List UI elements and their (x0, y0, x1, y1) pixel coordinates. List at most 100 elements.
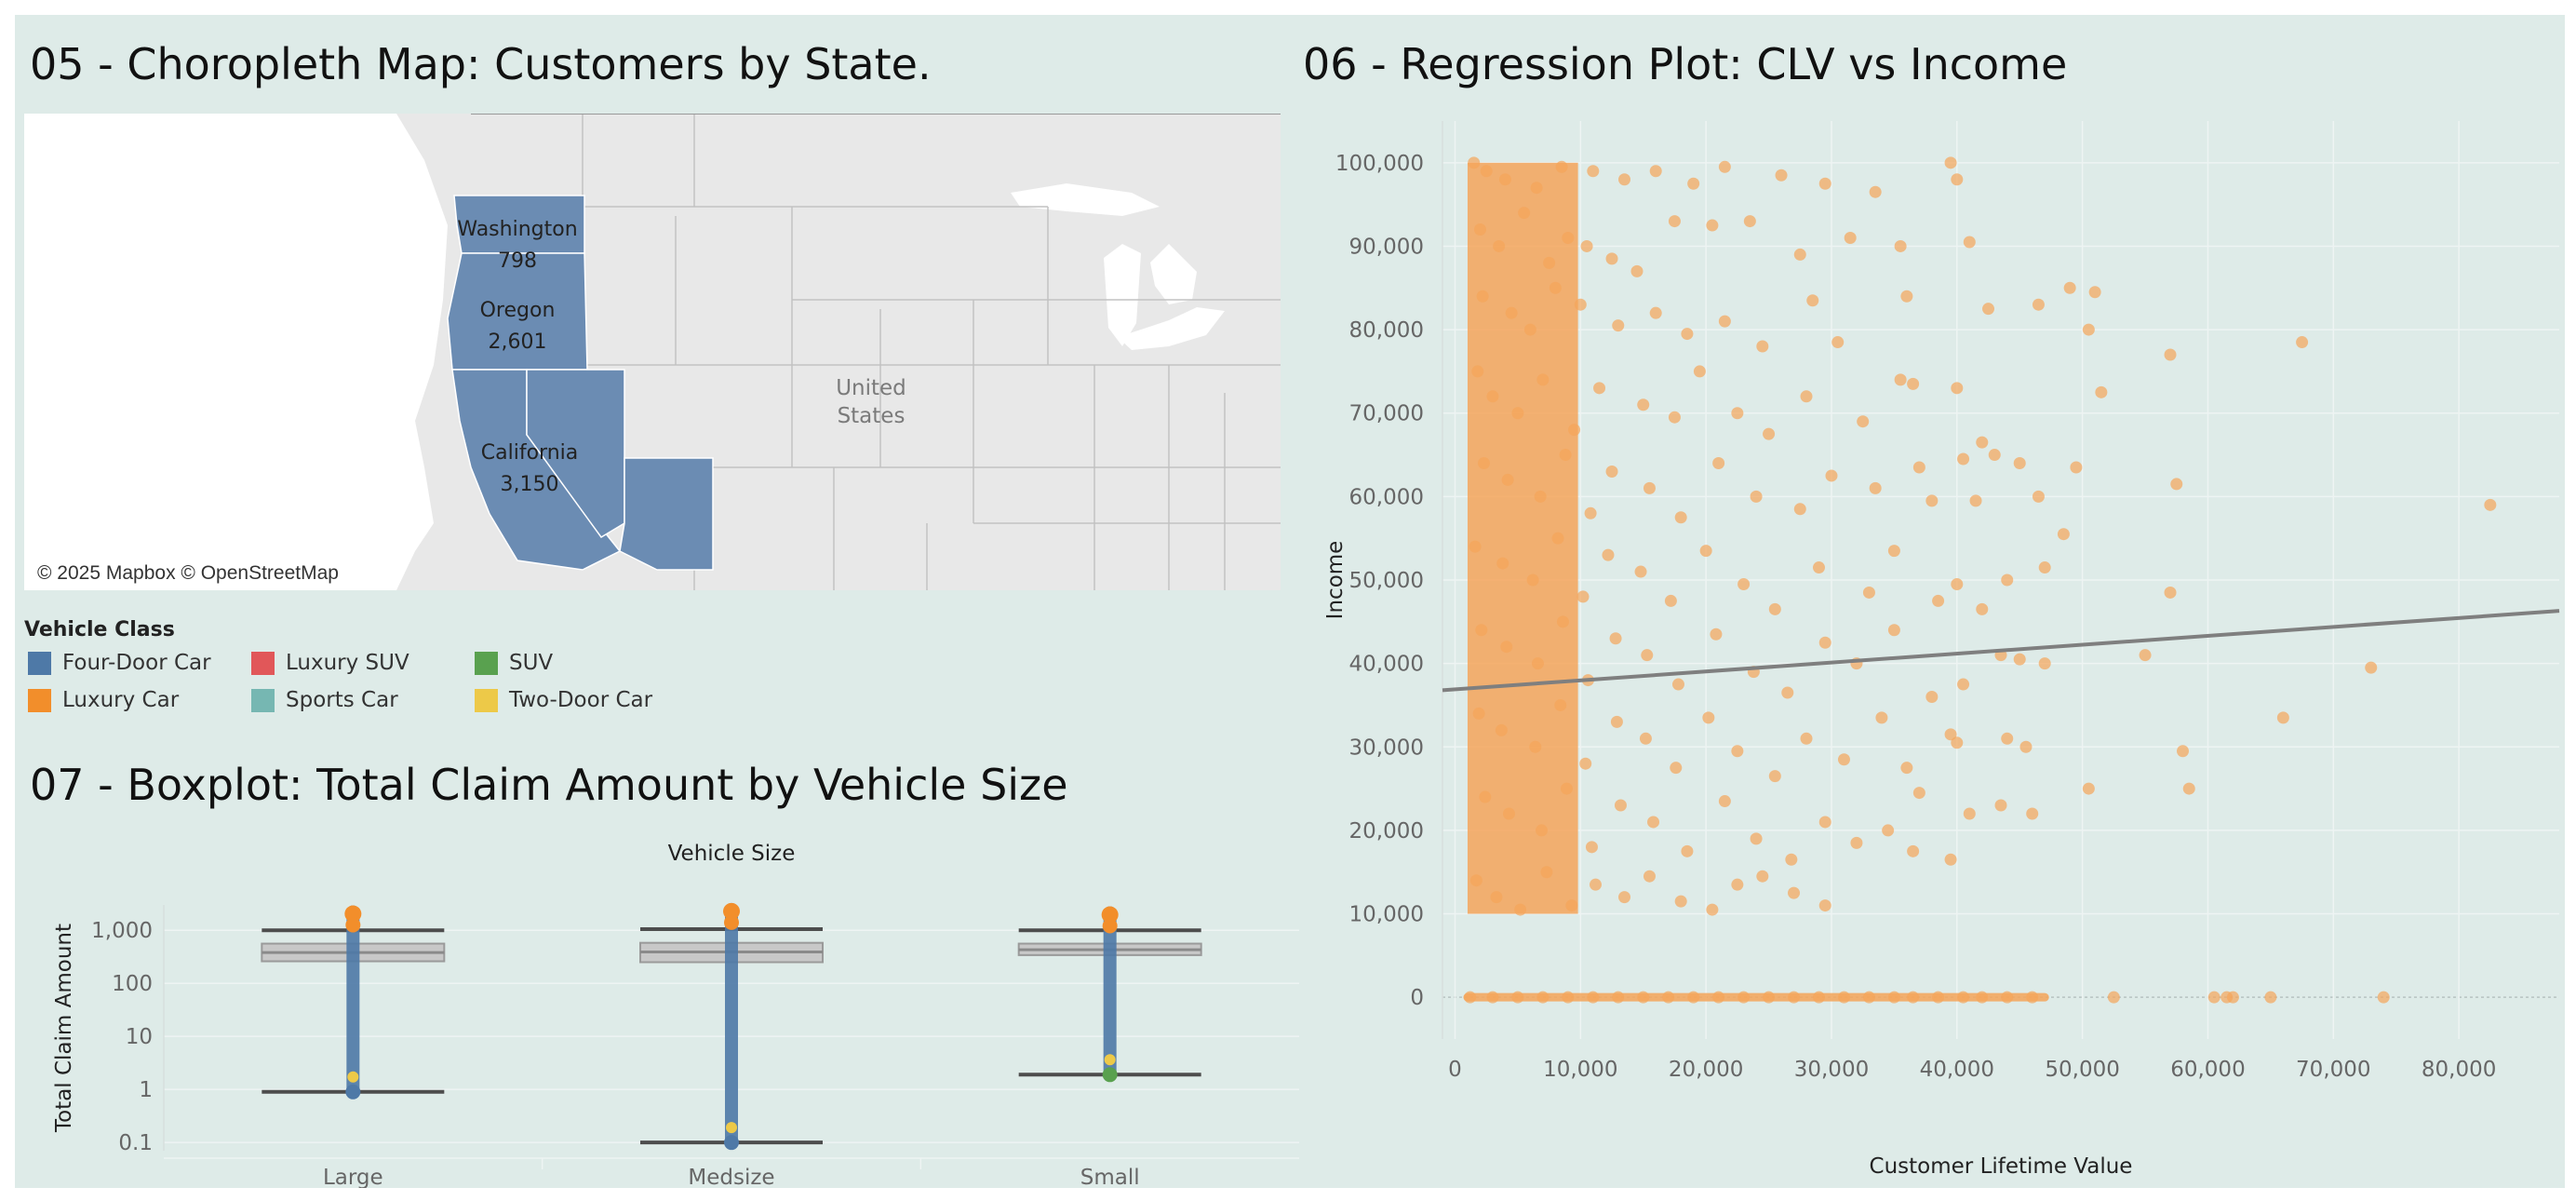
scatter-point[interactable] (2276, 711, 2289, 724)
scatter-point[interactable] (1580, 239, 1593, 252)
scatter-point[interactable] (2164, 586, 2177, 599)
scatter-point[interactable] (1994, 799, 2007, 812)
scatter-point[interactable] (1641, 649, 1654, 662)
scatter-point[interactable] (2484, 498, 2497, 511)
scatter-point[interactable] (1671, 678, 1684, 691)
scatter-point[interactable] (1536, 824, 1549, 837)
scatter-point[interactable] (1800, 732, 1813, 745)
scatter-point[interactable] (1523, 323, 1536, 336)
scatter-point[interactable] (2001, 574, 2014, 587)
scatter-point[interactable] (1869, 481, 1882, 494)
scatter-point[interactable] (1907, 377, 1920, 390)
scatter-point[interactable] (1534, 490, 1547, 503)
state-nevada[interactable] (526, 369, 625, 538)
scatter-point[interactable] (1900, 290, 1913, 303)
scatter-point[interactable] (1668, 411, 1681, 424)
scatter-point[interactable] (1763, 427, 1776, 440)
scatter-point[interactable] (1785, 853, 1798, 866)
scatter-point[interactable] (1500, 641, 1513, 654)
scatter-point[interactable] (2139, 649, 2152, 662)
scatter-point[interactable] (1788, 886, 1801, 899)
scatter-point[interactable] (1498, 173, 1511, 186)
scatter-point[interactable] (2026, 807, 2039, 820)
scatter-point[interactable] (1531, 657, 1544, 670)
scatter-point[interactable] (1526, 574, 1539, 587)
scatter-point[interactable] (1737, 991, 1751, 1004)
scatter-point[interactable] (1634, 565, 1647, 578)
scatter-point[interactable] (1479, 790, 1492, 803)
scatter-point[interactable] (2038, 657, 2051, 670)
box-point[interactable] (1104, 1054, 1116, 1066)
scatter-point[interactable] (2207, 991, 2220, 1004)
scatter-point[interactable] (2177, 745, 2190, 758)
scatter-point[interactable] (2107, 991, 2120, 1004)
scatter-point[interactable] (1976, 436, 1989, 449)
scatter-point[interactable] (1731, 878, 1744, 891)
scatter-point[interactable] (1536, 373, 1550, 386)
scatter-point[interactable] (1637, 398, 1650, 412)
scatter-point[interactable] (1560, 782, 1573, 795)
scatter-point[interactable] (1630, 264, 1644, 277)
scatter-point[interactable] (1756, 870, 1769, 883)
scatter-point[interactable] (2019, 740, 2033, 753)
scatter-point[interactable] (1706, 219, 1719, 232)
scatter-point[interactable] (1932, 594, 1945, 607)
scatter-point[interactable] (1706, 903, 1719, 916)
scatter-point[interactable] (1589, 878, 1602, 891)
scatter-point[interactable] (1514, 903, 1527, 916)
scatter-point[interactable] (1618, 891, 1631, 904)
scatter-point[interactable] (2001, 732, 2014, 745)
scatter-point[interactable] (2038, 561, 2051, 574)
scatter-point[interactable] (1579, 757, 1592, 770)
box-point[interactable] (1102, 918, 1118, 934)
scatter-point[interactable] (2070, 461, 2083, 474)
scatter-point[interactable] (1496, 557, 1509, 570)
scatter-point[interactable] (1662, 991, 1675, 1004)
scatter-point[interactable] (1699, 545, 1712, 558)
trend-line[interactable] (1442, 609, 2560, 693)
scatter-point[interactable] (1540, 866, 1553, 879)
scatter-point[interactable] (1818, 636, 1831, 649)
scatter-point[interactable] (1468, 156, 1481, 169)
scatter-point[interactable] (1850, 836, 1863, 849)
scatter-point[interactable] (1464, 991, 1477, 1004)
legend-item-luxury-car[interactable]: Luxury Car (28, 686, 179, 714)
legend-item-four-door-car[interactable]: Four-Door Car (28, 649, 211, 677)
scatter-point[interactable] (2377, 991, 2390, 1004)
scatter-point[interactable] (1649, 165, 1662, 178)
scatter-point[interactable] (1743, 215, 1756, 228)
scatter-point[interactable] (1731, 745, 1744, 758)
scatter-point[interactable] (1793, 503, 1806, 516)
scatter-point[interactable] (1505, 306, 1518, 319)
scatter-point[interactable] (1501, 473, 1514, 486)
scatter-point[interactable] (1551, 532, 1564, 545)
scatter-point[interactable] (2063, 281, 2076, 294)
scatter-point[interactable] (1862, 586, 1875, 599)
scatter-point[interactable] (1475, 624, 1488, 637)
scatter-point[interactable] (1900, 762, 1913, 775)
scatter-point[interactable] (1639, 732, 1652, 745)
scatter-point[interactable] (1831, 336, 1845, 349)
scatter-point[interactable] (1763, 991, 1776, 1004)
scatter-point[interactable] (1894, 239, 1907, 252)
scatter-point[interactable] (1674, 895, 1687, 908)
scatter-point[interactable] (1844, 231, 1857, 244)
scatter-point[interactable] (1731, 407, 1744, 420)
scatter-point[interactable] (1957, 452, 1970, 466)
scatter-point[interactable] (1605, 252, 1618, 265)
scatter-point[interactable] (1681, 328, 1694, 341)
scatter-point[interactable] (1565, 899, 1578, 912)
choropleth-map[interactable]: Washington 798 Oregon 2,601 California 3… (24, 114, 1281, 590)
scatter-point[interactable] (1486, 991, 1499, 1004)
scatter-point[interactable] (1812, 991, 1825, 1004)
scatter-point[interactable] (1495, 723, 1508, 736)
scatter-point[interactable] (1951, 382, 1964, 395)
scatter-point[interactable] (1969, 494, 1982, 507)
scatter-point[interactable] (2013, 457, 2026, 470)
scatter-point[interactable] (1562, 991, 1575, 1004)
scatter-point[interactable] (1476, 290, 1489, 303)
scatter-point[interactable] (1988, 449, 2001, 462)
scatter-point[interactable] (1932, 991, 1945, 1004)
scatter-point[interactable] (1670, 762, 1683, 775)
scatter-point[interactable] (2013, 653, 2026, 666)
